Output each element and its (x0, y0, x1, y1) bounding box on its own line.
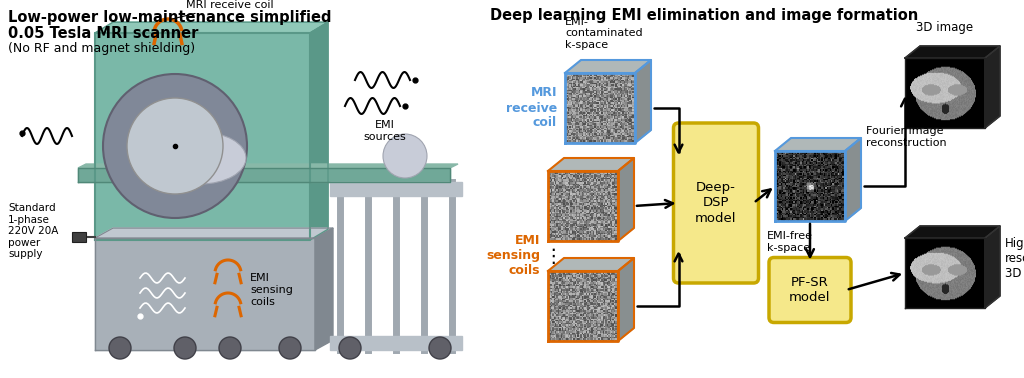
Text: High-
resolution
3D image: High- resolution 3D image (1005, 237, 1024, 279)
Polygon shape (985, 46, 1000, 128)
Circle shape (279, 337, 301, 359)
Circle shape (127, 98, 223, 194)
Text: Standard
1-phase
220V 20A
power
supply: Standard 1-phase 220V 20A power supply (8, 203, 58, 259)
Circle shape (339, 337, 361, 359)
Text: Deep learning EMI elimination and image formation: Deep learning EMI elimination and image … (490, 8, 919, 23)
Polygon shape (78, 164, 458, 168)
Polygon shape (635, 60, 651, 143)
Text: ⋮: ⋮ (544, 246, 563, 265)
Text: 0.05 Tesla MRI scanner: 0.05 Tesla MRI scanner (8, 26, 199, 41)
Polygon shape (845, 138, 861, 221)
Circle shape (383, 134, 427, 178)
Text: EMI
sensing
coils: EMI sensing coils (250, 273, 293, 307)
Text: MRI receive coil: MRI receive coil (171, 0, 273, 19)
Text: EMI-free
k-space: EMI-free k-space (767, 231, 813, 253)
Circle shape (429, 337, 451, 359)
Polygon shape (330, 336, 462, 350)
Polygon shape (775, 138, 861, 151)
Polygon shape (315, 228, 333, 350)
Circle shape (103, 74, 247, 218)
Ellipse shape (155, 132, 246, 184)
FancyBboxPatch shape (674, 123, 759, 283)
Polygon shape (565, 60, 651, 73)
Polygon shape (78, 168, 450, 182)
Circle shape (109, 337, 131, 359)
Circle shape (174, 337, 196, 359)
Text: EMI-
contaminated
k-space: EMI- contaminated k-space (565, 17, 643, 50)
Polygon shape (618, 158, 634, 241)
Text: (No RF and magnet shielding): (No RF and magnet shielding) (8, 42, 196, 55)
Polygon shape (310, 22, 328, 240)
Text: Deep-
DSP
model: Deep- DSP model (695, 181, 736, 225)
Circle shape (219, 337, 241, 359)
Polygon shape (95, 238, 315, 350)
Text: 3D image: 3D image (916, 21, 974, 34)
Polygon shape (95, 228, 333, 238)
Polygon shape (905, 226, 1000, 238)
Text: Fourier image
reconstruction: Fourier image reconstruction (866, 126, 946, 147)
FancyBboxPatch shape (72, 232, 86, 242)
Text: PF-SR
model: PF-SR model (790, 276, 830, 304)
Polygon shape (95, 33, 310, 240)
Polygon shape (330, 182, 462, 196)
Text: Low-power low-maintenance simplified: Low-power low-maintenance simplified (8, 10, 332, 25)
Text: EMI
sensing
coils: EMI sensing coils (486, 234, 540, 277)
FancyBboxPatch shape (769, 257, 851, 322)
Polygon shape (95, 22, 328, 33)
Polygon shape (548, 158, 634, 171)
Text: MRI
receive
coil: MRI receive coil (506, 87, 557, 130)
Polygon shape (985, 226, 1000, 308)
Text: EMI
sources: EMI sources (364, 120, 407, 142)
Polygon shape (905, 46, 1000, 58)
Polygon shape (548, 258, 634, 271)
Polygon shape (618, 258, 634, 341)
